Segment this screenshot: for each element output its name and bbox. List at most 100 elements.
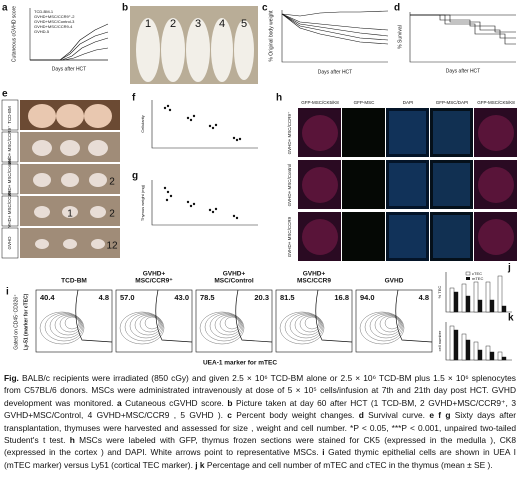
y-label: Gated on CD45⁻CD326⁺ [13,294,19,350]
thymus [63,239,77,249]
contour [49,313,83,339]
thymus [84,104,112,128]
plot-title: MSC/CCR9⁺ [135,278,173,285]
legend-swatch [465,271,471,276]
caption-segment: Survival curve. [363,410,430,421]
gate-percent: 20.3 [254,293,269,302]
thymus [61,173,79,187]
row-label-box [1,195,19,227]
mouse-numbers: 1 2 3 4 5 [145,18,247,30]
panel-label: i [6,287,9,298]
mice [136,18,254,82]
x-label: Days after HCT [446,68,480,74]
axes [281,10,388,63]
y-label: Thymus weight (mg) [140,184,145,221]
micrograph [342,108,385,157]
thymus [35,239,49,249]
row-label-box [1,99,19,131]
thymus [34,206,50,218]
caption-segment: i [322,447,325,458]
caption-segment: Sixty days after transplantation, thymus… [4,410,517,446]
gate [235,289,273,343]
tissue [478,219,514,255]
row-label: GVHD+ MSC/Control [287,164,292,207]
mouse-number: 2 [170,18,176,30]
mouse-number: 1 [145,18,151,30]
legend-entry: GVHD-5 [34,29,50,34]
gate-percent: 40.4 [40,293,55,302]
nuclei [433,215,470,258]
contour [304,316,320,330]
panel-label: d [394,3,400,14]
contour [299,315,321,333]
gate [155,289,193,343]
contour [219,315,241,333]
gate-percent: 4.8 [419,293,429,302]
tissue [478,115,514,151]
contour [44,312,84,342]
thymus [89,173,107,187]
thymus [62,206,78,218]
y-label: % Original body weight [268,10,274,62]
contour [224,316,240,330]
micrograph [342,160,385,209]
mouse-number: 4 [219,18,225,30]
tissue [302,219,338,255]
x-label: Days after HCT [318,69,352,75]
y-label: % TEC [437,286,442,299]
contour [289,313,323,339]
caption-segment: b [227,397,233,408]
nuclei [433,111,470,154]
nuclei [389,111,426,154]
contour [279,311,325,345]
caption-segment: h [69,435,75,446]
caption-segment: c [227,410,232,421]
contour [124,312,164,342]
dots [163,186,239,220]
panel-label: c [262,3,268,14]
panel-label: e [2,89,8,100]
panel-label: a [2,3,8,14]
contour [119,311,165,345]
legend-entry: GVHD+MSC/CCR9⁺-2 [34,14,75,19]
micrographs: GFP-MSC/CK5/K8 GFP-MSC DAPI GFP-MSC/DAPI GFP… [287,100,517,261]
panel-label: b [122,3,128,14]
contour [359,311,405,345]
contour [54,314,82,336]
thymus [56,104,84,128]
caption-segment: MSCs were labeled with GFP, thymus froze… [4,435,516,458]
legend-swatch [466,277,470,280]
legend-entry: TCD-BM-1 [34,9,54,14]
contour [139,315,161,333]
legend-entry: mTEC [472,276,483,281]
legend-entry: cTEC [472,271,482,276]
tissue [478,167,514,203]
contour [64,316,80,330]
plot-title: GVHD+ [223,271,246,278]
contour [59,315,81,333]
gate-percent: 43.0 [174,293,189,302]
y-label: Ly-51 (marker for cTEC) [23,293,29,350]
curves [30,23,109,61]
caption-segment: d [358,410,364,421]
plot-title: MSC/Control [214,278,254,285]
row-number: 2 [109,177,115,188]
contour [129,313,163,339]
caption-segment: e f g [429,410,451,421]
gate [75,289,113,343]
row-label: TCD-BM [7,106,12,124]
nuclei [389,215,426,258]
y-label: cell number [437,330,442,351]
row-label-box [1,163,19,195]
legend-entry: GVHD+MSC/Control-3 [34,19,75,24]
contour [214,314,242,336]
legend: TCD-BM-1GVHD+MSC/CCR9⁺-2GVHD+MSC/Control… [34,9,75,34]
row-label-box [1,227,19,259]
caption-segment: Picture taken at day 60 after HCT (1 TCD… [4,397,516,421]
column-header: DAPI [403,100,414,105]
plot-title: GVHD [385,278,404,285]
contour [204,312,244,342]
plot-title: GVHD+ [143,271,166,278]
